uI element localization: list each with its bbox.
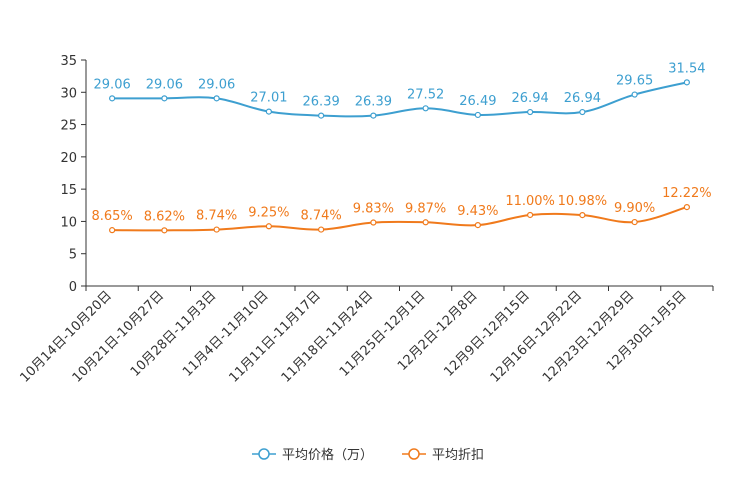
legend-label: 平均价格（万） — [282, 447, 373, 463]
x-tick-label: 10月14日-10月20日 — [17, 288, 114, 385]
data-point[interactable] — [683, 79, 690, 86]
data-label: 29.06 — [146, 77, 183, 92]
data-point[interactable] — [370, 112, 377, 119]
legend-label: 平均折扣 — [432, 448, 484, 463]
data-point[interactable] — [161, 95, 168, 102]
data-label: 27.52 — [407, 87, 444, 102]
data-label: 26.39 — [303, 95, 340, 110]
series-line — [112, 206, 688, 232]
legend-item-1[interactable]: 平均折扣 — [402, 448, 484, 463]
data-label: 26.39 — [355, 95, 392, 110]
x-tick-label: 12月23日-12月29日 — [540, 288, 637, 385]
data-label: 9.90% — [614, 201, 655, 216]
data-point[interactable] — [579, 108, 586, 116]
y-tick-label: 15 — [60, 183, 77, 198]
x-tick-label: 11月18日-11月24日 — [279, 288, 376, 385]
data-label: 10.98% — [558, 194, 608, 209]
data-point[interactable] — [265, 108, 272, 115]
x-tick-label: 10月21日-10月27日 — [70, 288, 167, 385]
data-label: 12.22% — [662, 186, 712, 201]
series-1: 8.65% 8.62% 8.74% 9.25% 8.74% 9.83% 9.87% 9.43%… — [91, 186, 712, 234]
data-label: 29.06 — [94, 77, 131, 92]
data-label: 26.94 — [512, 91, 549, 106]
y-tick-label: 25 — [60, 119, 77, 134]
data-point[interactable] — [370, 219, 377, 226]
data-point[interactable] — [213, 226, 220, 233]
data-label: 29.06 — [198, 77, 235, 92]
y-tick-label: 0 — [69, 280, 77, 295]
series-layer: 29.06 29.06 29.06 27.01 26.39 26.39 27.52 26.49… — [91, 61, 712, 234]
data-point[interactable] — [213, 95, 220, 102]
data-label: 8.65% — [91, 209, 132, 224]
data-label: 27.01 — [250, 91, 287, 106]
y-tick-label: 10 — [60, 215, 77, 230]
data-point[interactable] — [265, 223, 272, 230]
data-point[interactable] — [109, 227, 116, 234]
data-label: 8.74% — [196, 209, 237, 224]
data-point[interactable] — [631, 91, 638, 98]
data-point[interactable] — [683, 203, 690, 211]
data-label: 29.65 — [616, 74, 653, 89]
data-label: 26.94 — [564, 91, 601, 106]
data-point[interactable] — [318, 226, 325, 233]
data-label: 26.49 — [459, 94, 496, 109]
series-line — [112, 81, 688, 118]
y-tick-label: 30 — [60, 86, 77, 101]
data-point[interactable] — [161, 227, 168, 234]
data-point[interactable] — [422, 219, 429, 226]
legend-marker — [258, 448, 270, 460]
data-point[interactable] — [422, 105, 429, 112]
x-tick-label: 12月16日-12月22日 — [488, 288, 585, 385]
y-tick-label: 5 — [69, 248, 77, 263]
data-point[interactable] — [318, 112, 325, 119]
legend-marker — [408, 448, 420, 460]
data-point[interactable] — [109, 95, 116, 102]
legend-item-0[interactable]: 平均价格（万） — [252, 447, 373, 463]
data-point[interactable] — [527, 211, 534, 219]
data-point[interactable] — [527, 108, 534, 116]
y-tick-label: 20 — [60, 151, 77, 166]
data-label: 9.43% — [457, 204, 498, 219]
data-label: 8.74% — [300, 209, 341, 224]
data-label: 11.00% — [505, 194, 555, 209]
data-point[interactable] — [579, 212, 586, 219]
data-point[interactable] — [474, 222, 481, 229]
legend[interactable]: 平均价格（万） 平均折扣 — [252, 447, 484, 463]
data-label: 31.54 — [668, 61, 705, 76]
x-tick-label: 11月11日-11月17日 — [226, 288, 323, 385]
data-label: 8.62% — [144, 209, 185, 224]
y-tick-label: 35 — [60, 54, 77, 69]
data-point[interactable] — [631, 218, 638, 226]
data-label: 9.83% — [353, 202, 394, 217]
data-point[interactable] — [474, 111, 481, 119]
series-0: 29.06 29.06 29.06 27.01 26.39 26.39 27.52 26.49… — [94, 61, 705, 119]
data-label: 9.87% — [405, 201, 446, 216]
data-label: 9.25% — [248, 205, 289, 220]
